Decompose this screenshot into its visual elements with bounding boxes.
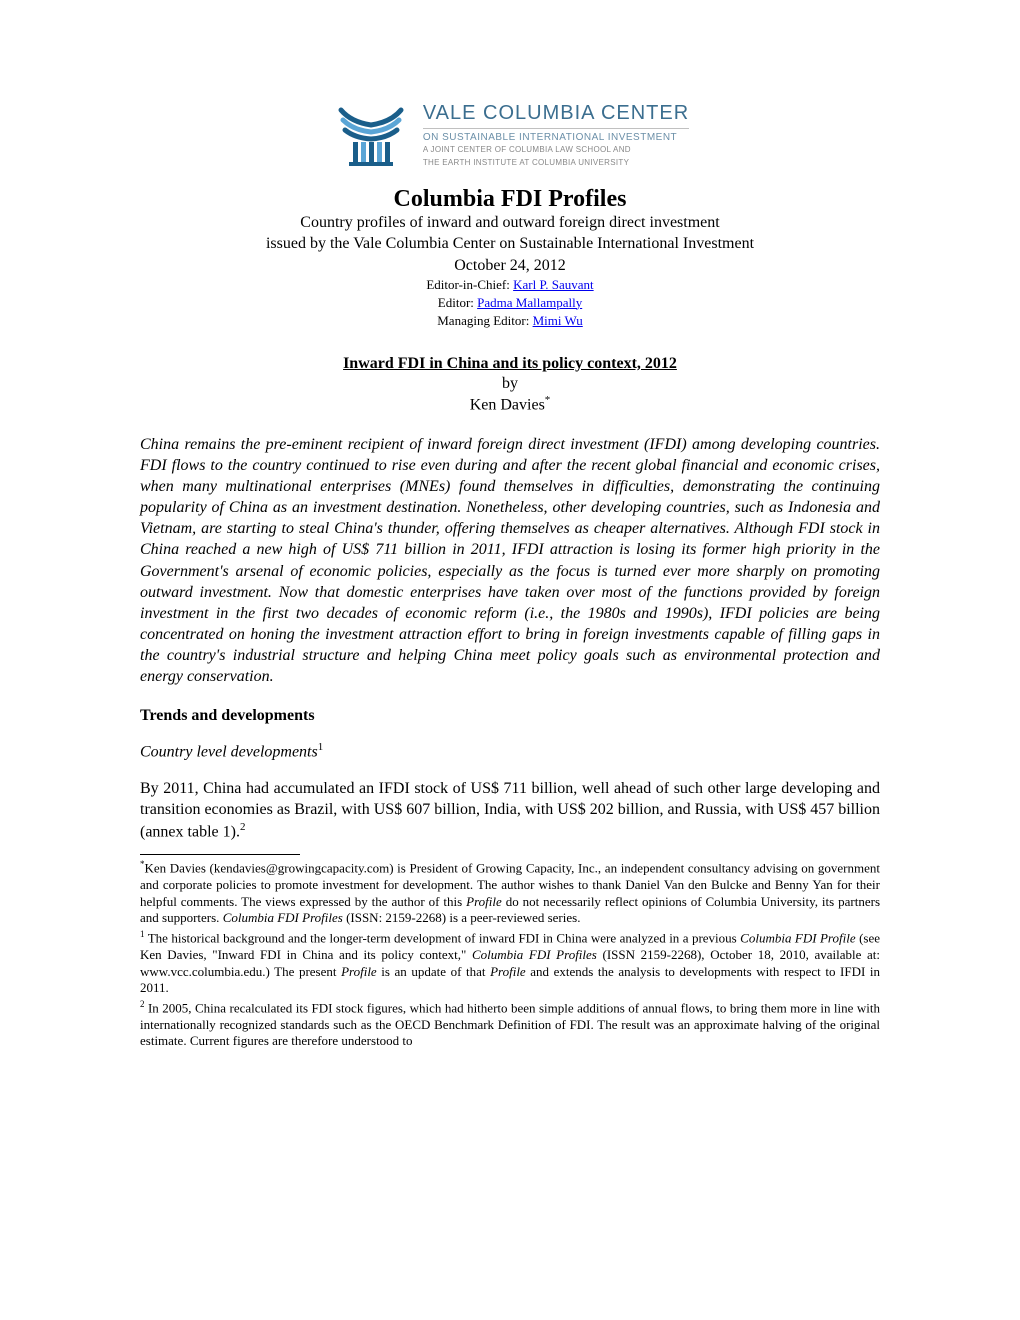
main-title: Columbia FDI Profiles [140,186,880,213]
body-text: By 2011, China had accumulated an IFDI s… [140,780,880,841]
logo-text-block: VALE COLUMBIA CENTER ON SUSTAINABLE INTE… [423,102,689,168]
logo-tagline1: A JOINT CENTER OF COLUMBIA LAW SCHOOL AN… [423,145,689,155]
trends-heading: Trends and developments [140,707,880,725]
date-line: October 24, 2012 [140,257,880,275]
footnote-star-series: Columbia FDI Profiles [223,910,343,925]
footnote-star: *Ken Davies (kendavies@growingcapacity.c… [140,859,880,927]
abstract-paragraph: China remains the pre-eminent recipient … [140,434,880,687]
footnote-1-mid3: is an update of that [377,964,490,979]
vale-columbia-logo-icon [331,100,411,170]
me-label: Managing Editor: [437,313,532,328]
logo-tagline2: THE EARTH INSTITUTE AT COLUMBIA UNIVERSI… [423,158,689,168]
author-line: Ken Davies* [140,394,880,414]
author-name: Ken Davies [470,396,545,413]
country-footnote-mark: 1 [318,741,324,753]
footnote-1-pre: The historical background and the longer… [145,930,741,945]
footnote-star-profile: Profile [466,894,502,909]
editor-label: Editor: [438,295,477,310]
logo-block: VALE COLUMBIA CENTER ON SUSTAINABLE INTE… [140,100,880,170]
eic-label: Editor-in-Chief: [426,277,513,292]
body-paragraph-1: By 2011, China had accumulated an IFDI s… [140,778,880,843]
author-footnote-mark: * [545,394,551,406]
logo-subtitle: ON SUSTAINABLE INTERNATIONAL INVESTMENT [423,128,689,143]
footnote-2-text: In 2005, China recalculated its FDI stoc… [140,1000,880,1048]
by-line: by [140,375,880,393]
footnote-separator [140,854,300,855]
subtitle-line1: Country profiles of inward and outward f… [140,213,880,234]
eic-link[interactable]: Karl P. Sauvant [513,277,594,292]
country-subheading-text: Country level developments [140,744,318,761]
footnote-1: 1 The historical background and the long… [140,929,880,997]
footnote-2: 2 In 2005, China recalculated its FDI st… [140,999,880,1050]
article-title: Inward FDI in China and its policy conte… [140,355,880,373]
managing-editor-line: Managing Editor: Mimi Wu [140,313,880,329]
footnote-star-end: (ISSN: 2159-2268) is a peer-reviewed ser… [343,910,581,925]
me-link[interactable]: Mimi Wu [533,313,583,328]
subtitle-line2: issued by the Vale Columbia Center on Su… [140,234,880,255]
body-footnote-mark: 2 [240,821,246,833]
footnote-1-profile2: Profile [490,964,526,979]
editor-in-chief-line: Editor-in-Chief: Karl P. Sauvant [140,277,880,293]
footnote-1-profile: Profile [341,964,377,979]
country-subheading: Country level developments1 [140,741,880,761]
editor-line: Editor: Padma Mallampally [140,295,880,311]
editor-link[interactable]: Padma Mallampally [477,295,582,310]
footnote-1-series: Columbia FDI Profile [740,930,855,945]
footnote-1-series2: Columbia FDI Profiles [472,947,597,962]
logo-title: VALE COLUMBIA CENTER [423,102,689,125]
